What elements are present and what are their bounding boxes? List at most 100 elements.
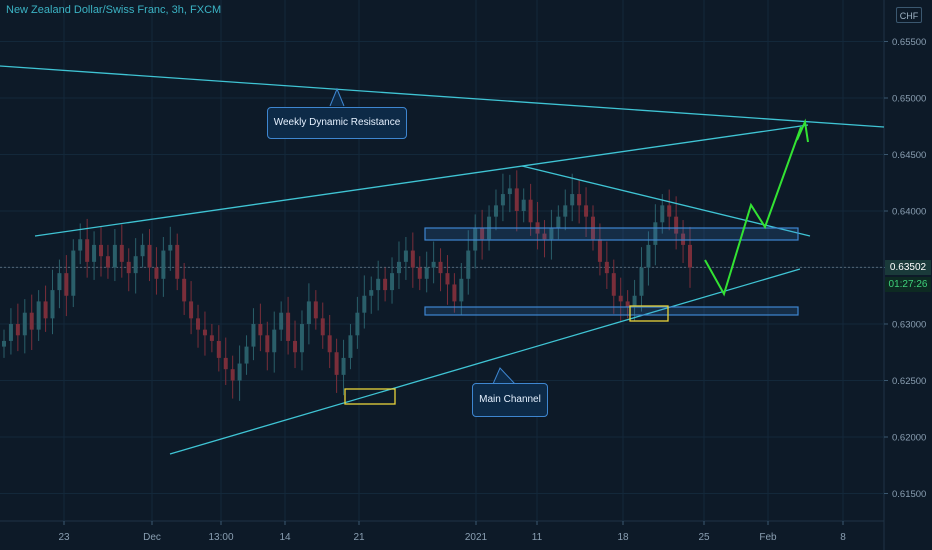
support-zone [424, 306, 799, 316]
bar-countdown: 01:27:26 [885, 277, 931, 292]
time-tick-label: 14 [279, 532, 291, 543]
candle-body [493, 205, 498, 217]
candle-body [528, 199, 533, 223]
candle-body [15, 324, 20, 336]
candle-body [140, 244, 145, 257]
candle-body [403, 250, 408, 262]
candle-body [584, 205, 589, 217]
price-tick-label: 0.62000 [892, 433, 926, 444]
price-tick-label: 0.64500 [892, 150, 926, 161]
price-tick-label: 0.62500 [892, 376, 926, 387]
candle-body [92, 244, 97, 262]
candle-body [452, 284, 457, 302]
candle-body [216, 340, 221, 358]
candle-body [348, 335, 353, 358]
touch-highlight-box [344, 388, 396, 405]
candle-body [556, 216, 561, 228]
candle-body [688, 244, 692, 268]
candle-body [514, 188, 519, 211]
candle-body [500, 194, 505, 206]
candle-body [480, 227, 485, 240]
currency-button[interactable]: CHF [896, 7, 922, 23]
candle-body [341, 357, 346, 375]
candle-body [577, 194, 582, 206]
candle-body [681, 233, 686, 245]
candle-body [646, 244, 651, 268]
candle-body [237, 363, 242, 381]
candle-body [660, 205, 665, 223]
main-channel-line [169, 268, 801, 455]
time-tick-label: Feb [759, 532, 777, 543]
candle-body [632, 295, 637, 308]
candle-body [161, 250, 166, 279]
candle-body [667, 205, 672, 217]
time-tick-label: 23 [58, 532, 70, 543]
candle-body [369, 290, 374, 296]
projection-arrowhead [796, 118, 809, 143]
candle-body [230, 369, 235, 381]
time-tick-label: 11 [532, 532, 543, 543]
price-tick-label: 0.64000 [892, 207, 926, 218]
time-axis[interactable]: 23 Dec 13:00 14 21 2021 11 18 25 Feb 8 [58, 521, 846, 543]
candle-body [189, 301, 194, 319]
candle-body [299, 324, 304, 353]
candle-body [438, 261, 443, 274]
price-tick-label: 0.61500 [892, 489, 926, 500]
candle-body [202, 329, 207, 336]
candle-body [459, 278, 464, 302]
candle-body [306, 301, 311, 324]
candle-body [251, 324, 256, 347]
candle-body [272, 329, 277, 353]
candle-series [2, 170, 692, 401]
main-channel-label[interactable]: Main Channel [472, 383, 548, 417]
candle-body [64, 273, 69, 296]
upper-channel-line [34, 124, 809, 237]
candle-body [133, 256, 138, 274]
main-channel-callout [492, 367, 516, 385]
candle-body [196, 318, 201, 330]
candle-body [71, 250, 76, 296]
candle-body [604, 261, 609, 274]
time-tick-label: 18 [617, 532, 629, 543]
candle-body [29, 312, 34, 330]
candle-body [549, 227, 554, 240]
chart-grid [0, 0, 885, 550]
candle-body [410, 250, 415, 268]
candle-body [390, 273, 395, 291]
candle-body [147, 244, 152, 268]
candle-body [50, 290, 55, 319]
candle-body [431, 261, 436, 268]
candle-body [597, 239, 602, 262]
candle-body [674, 216, 679, 234]
candle-body [334, 352, 339, 375]
candle-body [473, 227, 478, 251]
candle-body [293, 340, 298, 353]
time-tick-label: 25 [698, 532, 710, 543]
resistance-zone [424, 227, 799, 241]
candle-body [383, 278, 388, 291]
candle-body [209, 335, 214, 341]
candle-body [445, 273, 450, 285]
candle-body [653, 222, 658, 245]
candle-body [43, 301, 48, 319]
candle-body [99, 244, 104, 257]
candle-body [507, 188, 512, 195]
time-tick-label: 21 [353, 532, 365, 543]
price-tick-label: 0.65500 [892, 37, 926, 48]
price-tick-label: 0.63000 [892, 320, 926, 331]
candle-body [355, 312, 360, 336]
candle-body [265, 335, 270, 353]
candle-body [570, 194, 575, 206]
weekly-dynamic-resistance-label[interactable]: Weekly Dynamic Resistance [267, 107, 407, 139]
candle-body [2, 340, 6, 347]
candle-body [78, 239, 83, 251]
candle-body [258, 324, 263, 336]
candle-body [126, 261, 131, 274]
weekly-resistance-callout [329, 87, 345, 107]
descending-trendline [521, 165, 811, 237]
candle-body [175, 244, 180, 279]
candle-body [286, 312, 291, 341]
candle-body [327, 335, 332, 353]
candle-body [542, 233, 547, 240]
